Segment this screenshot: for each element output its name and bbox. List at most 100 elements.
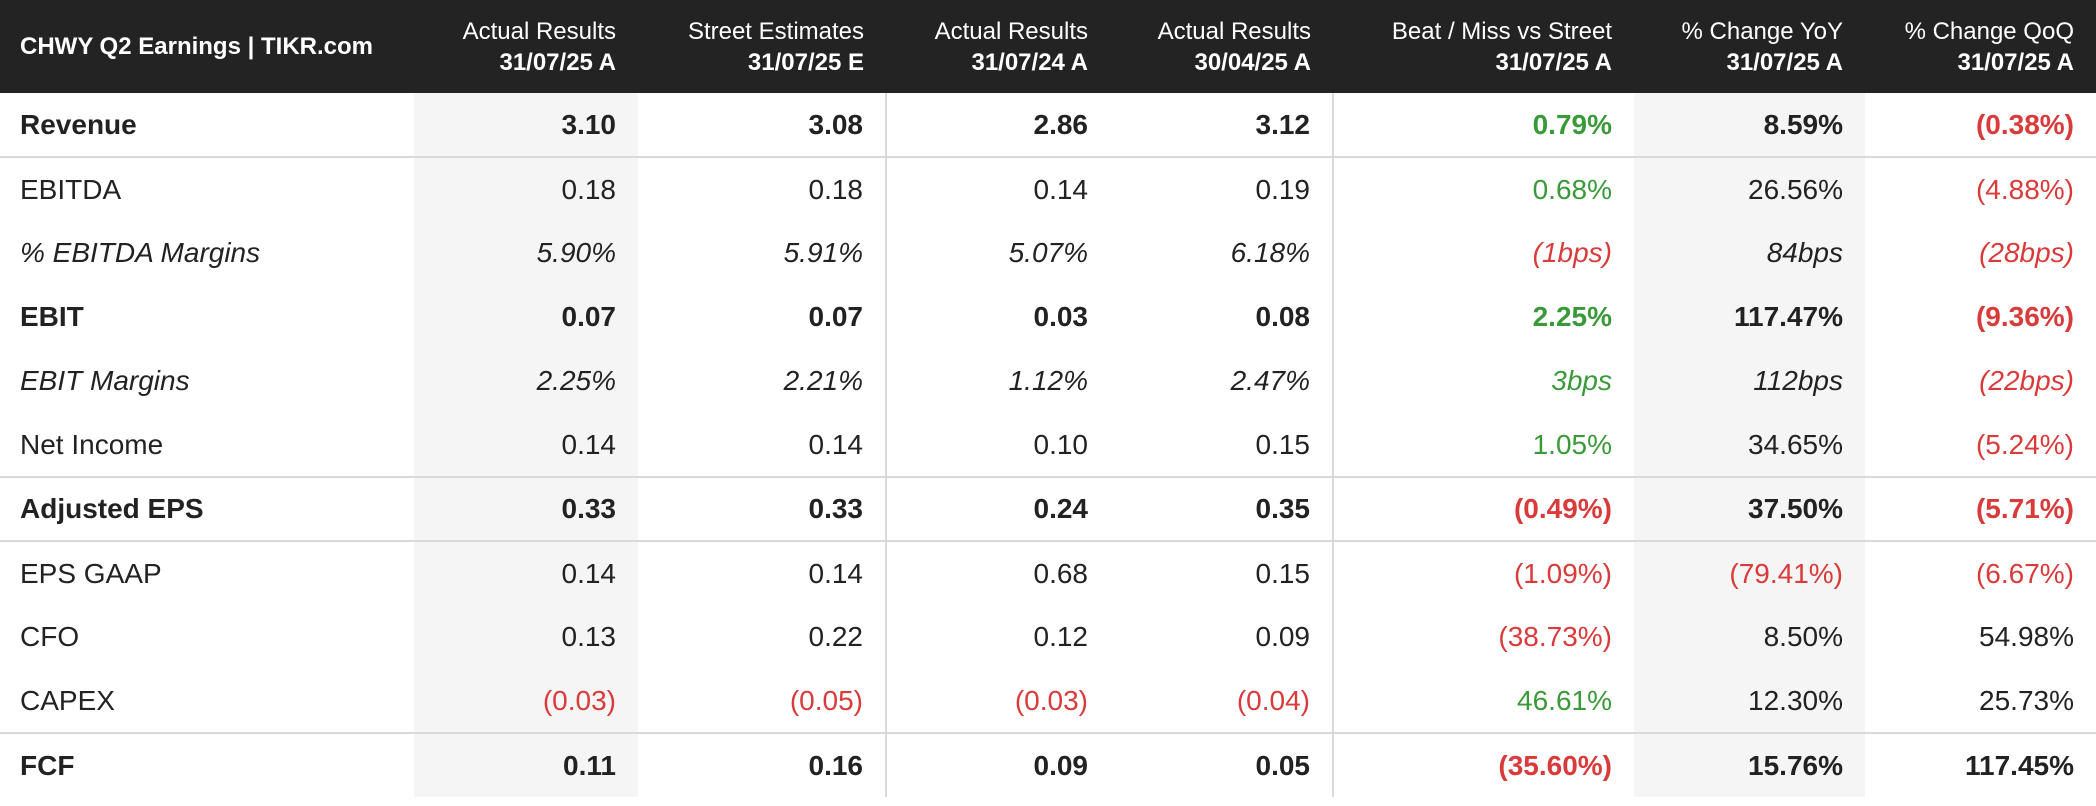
value-cell: 0.22 bbox=[808, 621, 864, 652]
row-label: Net Income bbox=[0, 413, 414, 478]
value-cell: 84bps bbox=[1634, 221, 1865, 285]
value-cell: 8.59% bbox=[1634, 93, 1865, 158]
row-label: % EBITDA Margins bbox=[20, 237, 261, 268]
column-header-date: 30/04/25 A bbox=[1194, 48, 1311, 76]
value-cell: 0.05 bbox=[1255, 749, 1311, 781]
value-cell: 0.18 bbox=[414, 157, 638, 221]
row-eps-gaap: EPS GAAP 0.14 0.14 0.68 0.15 (1.09%) (79… bbox=[0, 541, 2096, 605]
column-header-top: Actual Results bbox=[934, 17, 1088, 45]
value-cell: (79.41%) bbox=[1634, 541, 1865, 605]
column-header-date: 31/07/24 A bbox=[971, 48, 1088, 76]
value-cell: 0.68% bbox=[1332, 157, 1634, 221]
column-header-top: Street Estimates bbox=[687, 17, 864, 45]
value-cell: 0.07 bbox=[414, 285, 638, 349]
value-cell: 0.14 bbox=[414, 413, 638, 478]
value-cell: (38.73%) bbox=[1332, 605, 1634, 669]
value-cell: 37.50% bbox=[1634, 477, 1865, 542]
value-cell: (28bps) bbox=[1979, 237, 2074, 268]
value-cell: 0.79% bbox=[1332, 93, 1634, 158]
value-cell: (5.71%) bbox=[1865, 477, 2096, 542]
value-cell: 0.14 bbox=[885, 157, 1110, 221]
value-cell: 2.86 bbox=[885, 93, 1110, 158]
value-cell: 34.65% bbox=[1634, 413, 1865, 478]
value-cell: (0.03) bbox=[885, 669, 1110, 734]
column-header-top: % Change YoY bbox=[1681, 17, 1843, 45]
value-cell: (0.49%) bbox=[1332, 477, 1634, 542]
row-label: CAPEX bbox=[0, 669, 414, 734]
value-cell: 3.08 bbox=[638, 93, 886, 158]
column-header-top: Actual Results bbox=[462, 17, 616, 45]
value-cell: 0.35 bbox=[1110, 477, 1333, 542]
value-cell: 0.33 bbox=[414, 477, 638, 542]
column-header-actual-q1-2025: Actual Results 30/04/25 A bbox=[1110, 0, 1333, 93]
column-header-date: 31/07/25 A bbox=[499, 48, 616, 76]
column-header-date: 31/07/25 A bbox=[1957, 48, 2074, 76]
value-cell: (0.04) bbox=[1110, 669, 1333, 734]
value-cell: 8.50% bbox=[1634, 605, 1865, 669]
header-row: CHWY Q2 Earnings | TIKR.com Actual Resul… bbox=[0, 0, 2096, 93]
table-title: CHWY Q2 Earnings | TIKR.com bbox=[20, 33, 373, 60]
value-cell: 0.24 bbox=[885, 477, 1110, 542]
row-revenue: Revenue 3.10 3.08 2.86 3.12 0.79% 8.59% … bbox=[0, 93, 2096, 158]
value-cell: (0.05) bbox=[638, 669, 886, 734]
value-cell: 5.91% bbox=[783, 237, 863, 268]
value-cell: 54.98% bbox=[1979, 621, 2074, 652]
row-label: CFO bbox=[20, 621, 80, 652]
value-cell: 117.47% bbox=[1634, 285, 1865, 349]
row-fcf: FCF 0.11 0.16 0.09 0.05 (35.60%) 15.76% … bbox=[0, 733, 2096, 797]
value-cell: 0.09 bbox=[1255, 621, 1311, 652]
value-cell: 12.30% bbox=[1634, 669, 1865, 734]
value-cell: (1.09%) bbox=[1332, 541, 1634, 605]
value-cell: 0.12 bbox=[885, 605, 1110, 669]
value-cell: 5.07% bbox=[885, 221, 1110, 285]
value-cell: 0.18 bbox=[808, 173, 864, 205]
value-cell: 0.68 bbox=[885, 541, 1110, 605]
value-cell: (22bps) bbox=[1979, 365, 2074, 396]
column-header-actual-q2-2025: Actual Results 31/07/25 A bbox=[414, 0, 638, 93]
row-net-income: Net Income 0.14 0.14 0.10 0.15 1.05% 34.… bbox=[0, 413, 2096, 478]
value-cell: (0.03) bbox=[414, 669, 638, 734]
value-cell: 0.10 bbox=[885, 413, 1110, 478]
value-cell: 0.11 bbox=[414, 733, 638, 797]
value-cell: 25.73% bbox=[1865, 669, 2096, 734]
column-header-top: % Change QoQ bbox=[1904, 17, 2074, 45]
value-cell: 0.14 bbox=[808, 557, 864, 589]
row-cfo: CFO 0.13 0.22 0.12 0.09 (38.73%) 8.50% 5… bbox=[0, 605, 2096, 669]
value-cell: 1.12% bbox=[885, 349, 1110, 413]
value-cell: (9.36%) bbox=[1975, 301, 2074, 332]
value-cell: 3bps bbox=[1332, 349, 1634, 413]
value-cell: 5.90% bbox=[414, 221, 638, 285]
value-cell: (1bps) bbox=[1332, 221, 1634, 285]
row-label: EBIT Margins bbox=[20, 365, 190, 396]
column-header-date: 31/07/25 E bbox=[747, 48, 864, 76]
value-cell: 0.09 bbox=[885, 733, 1110, 797]
row-ebitda: EBITDA 0.18 0.18 0.14 0.19 0.68% 26.56% … bbox=[0, 157, 2096, 221]
column-header-top: Actual Results bbox=[1157, 17, 1311, 45]
value-cell: 0.19 bbox=[1255, 173, 1311, 205]
value-cell: 0.13 bbox=[414, 605, 638, 669]
row-ebitda-margins: % EBITDA Margins 5.90% 5.91% 5.07% 6.18%… bbox=[0, 221, 2096, 285]
row-label: Revenue bbox=[0, 93, 414, 158]
value-cell: 0.08 bbox=[1255, 301, 1311, 332]
row-adjusted-eps: Adjusted EPS 0.33 0.33 0.24 0.35 (0.49%)… bbox=[0, 477, 2096, 542]
value-cell: 0.07 bbox=[808, 301, 864, 332]
value-cell: 0.14 bbox=[638, 413, 886, 478]
value-cell: 112bps bbox=[1634, 349, 1865, 413]
row-label: Adjusted EPS bbox=[0, 477, 414, 542]
row-label: EPS GAAP bbox=[20, 557, 162, 589]
value-cell: (0.38%) bbox=[1865, 93, 2096, 158]
column-header-top: Beat / Miss vs Street bbox=[1391, 17, 1612, 45]
value-cell: 46.61% bbox=[1332, 669, 1634, 734]
value-cell: 15.76% bbox=[1634, 733, 1865, 797]
value-cell: 2.21% bbox=[783, 365, 863, 396]
column-header-change-qoq: % Change QoQ 31/07/25 A bbox=[1865, 0, 2096, 93]
value-cell: 0.03 bbox=[885, 285, 1110, 349]
value-cell: 0.33 bbox=[638, 477, 886, 542]
value-cell: 117.45% bbox=[1965, 749, 2074, 781]
value-cell: (5.24%) bbox=[1865, 413, 2096, 478]
row-label: EBITDA bbox=[20, 173, 122, 205]
row-label: EBIT bbox=[20, 301, 84, 332]
value-cell: 0.16 bbox=[808, 749, 864, 781]
value-cell: 0.15 bbox=[1110, 413, 1333, 478]
value-cell: 1.05% bbox=[1332, 413, 1634, 478]
